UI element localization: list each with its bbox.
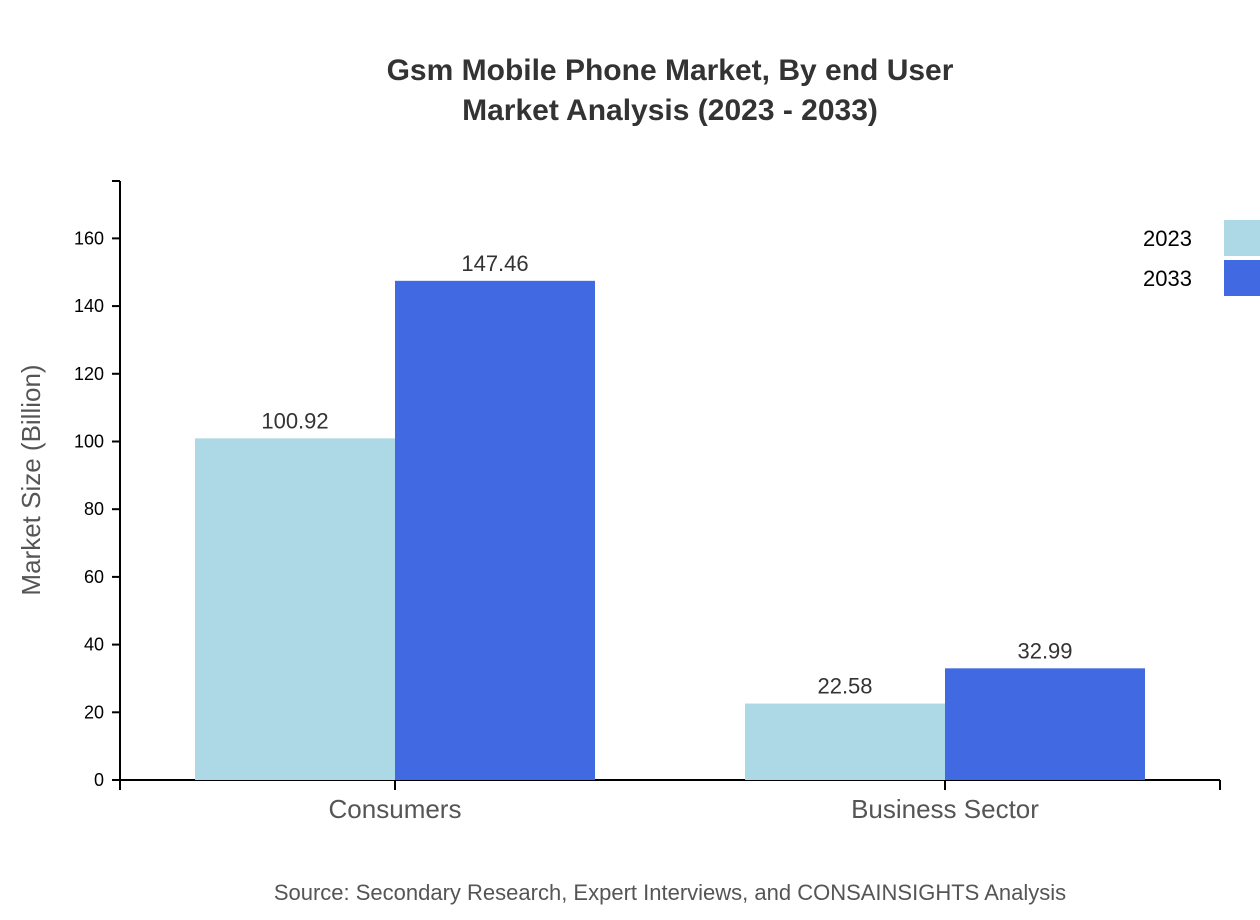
- y-tick-label: 40: [84, 635, 104, 655]
- y-tick-label: 140: [74, 296, 104, 316]
- y-tick-label: 120: [74, 364, 104, 384]
- chart-title-line2: Market Analysis (2023 - 2033): [462, 94, 878, 127]
- bar-2033: [945, 668, 1145, 780]
- legend-label: 2023: [1143, 226, 1192, 251]
- legend-swatch-2023: [1224, 220, 1260, 256]
- legend-swatch-2033: [1224, 260, 1260, 296]
- source-note: Source: Secondary Research, Expert Inter…: [274, 880, 1066, 905]
- y-axis-label: Market Size (Billion): [16, 364, 46, 595]
- data-label: 147.46: [461, 251, 528, 276]
- data-label: 100.92: [261, 408, 328, 433]
- data-label: 22.58: [817, 674, 872, 699]
- y-tick-label: 0: [94, 770, 104, 790]
- x-category-label: Consumers: [329, 794, 462, 824]
- x-category-label: Business Sector: [851, 794, 1039, 824]
- y-tick-label: 160: [74, 228, 104, 248]
- bar-2033: [395, 280, 595, 780]
- bar-2023: [745, 703, 945, 780]
- bar-2023: [195, 438, 395, 780]
- y-tick-label: 100: [74, 431, 104, 451]
- y-tick-label: 80: [84, 499, 104, 519]
- chart-title-line1: Gsm Mobile Phone Market, By end User: [387, 54, 954, 87]
- y-tick-label: 20: [84, 702, 104, 722]
- data-label: 32.99: [1017, 638, 1072, 663]
- y-tick-label: 60: [84, 567, 104, 587]
- legend-label: 2033: [1143, 266, 1192, 291]
